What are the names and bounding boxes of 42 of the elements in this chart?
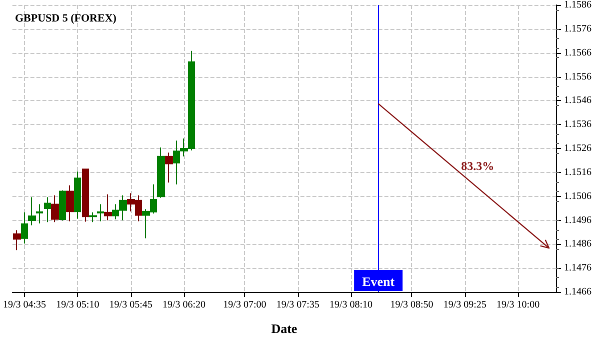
candlestick (66, 184, 74, 222)
y-tick-label: 1.1516 (564, 166, 592, 178)
y-tick-label: 1.1576 (564, 23, 592, 34)
candlestick (13, 230, 21, 251)
x-tick-label: 19/3 07:00 (223, 300, 266, 310)
y-tick-label: 1.1506 (564, 190, 592, 202)
ref-line-label: Event (362, 274, 396, 289)
x-tick-label: 19/3 06:20 (162, 300, 206, 310)
candlestick (44, 196, 51, 223)
candlestick (59, 190, 66, 221)
candlestick (104, 194, 112, 221)
y-tick-label: 1.1496 (564, 214, 592, 226)
candlestick (97, 204, 104, 222)
text: GBPUSD 5 (FOREX) (15, 12, 117, 24)
candlestick (28, 196, 36, 226)
x-tick-label: 19/3 09:25 (443, 300, 486, 310)
annotation: 83.3% (461, 158, 494, 173)
y-tick-label: 1.1556 (564, 71, 592, 82)
candlestick (157, 147, 165, 198)
y-tick-label: 1.1566 (564, 47, 592, 58)
x-tick-label: 19/3 05:10 (56, 300, 100, 310)
candlestick (89, 212, 97, 223)
x-tick-label: 19/3 07:35 (276, 300, 320, 310)
x-tick-label: 19/3 08:10 (329, 300, 373, 310)
candlestick (74, 170, 81, 220)
x-tick-label: 19/3 10:00 (496, 300, 540, 310)
y-tick-label: 1.1546 (564, 95, 592, 106)
candlestick (51, 194, 59, 223)
x-axis-title: Date (271, 321, 298, 336)
y-tick-label: 1.1586 (564, 0, 592, 10)
y-tick-label: 1.1486 (564, 238, 592, 250)
y-tick-label: 1.1466 (564, 286, 592, 298)
y-tick-label: 1.1536 (564, 119, 592, 130)
y-tick-label: 1.1476 (564, 262, 592, 274)
candlestick (21, 212, 28, 244)
x-tick-label: 19/3 04:35 (2, 300, 46, 310)
candlestick (36, 204, 43, 224)
y-tick-label: 1.1526 (564, 143, 592, 154)
x-tick-label: 19/3 05:45 (109, 300, 152, 310)
candlestick (165, 152, 173, 183)
x-tick-label: 19/3 08:50 (390, 300, 434, 310)
candlestick (82, 168, 89, 222)
